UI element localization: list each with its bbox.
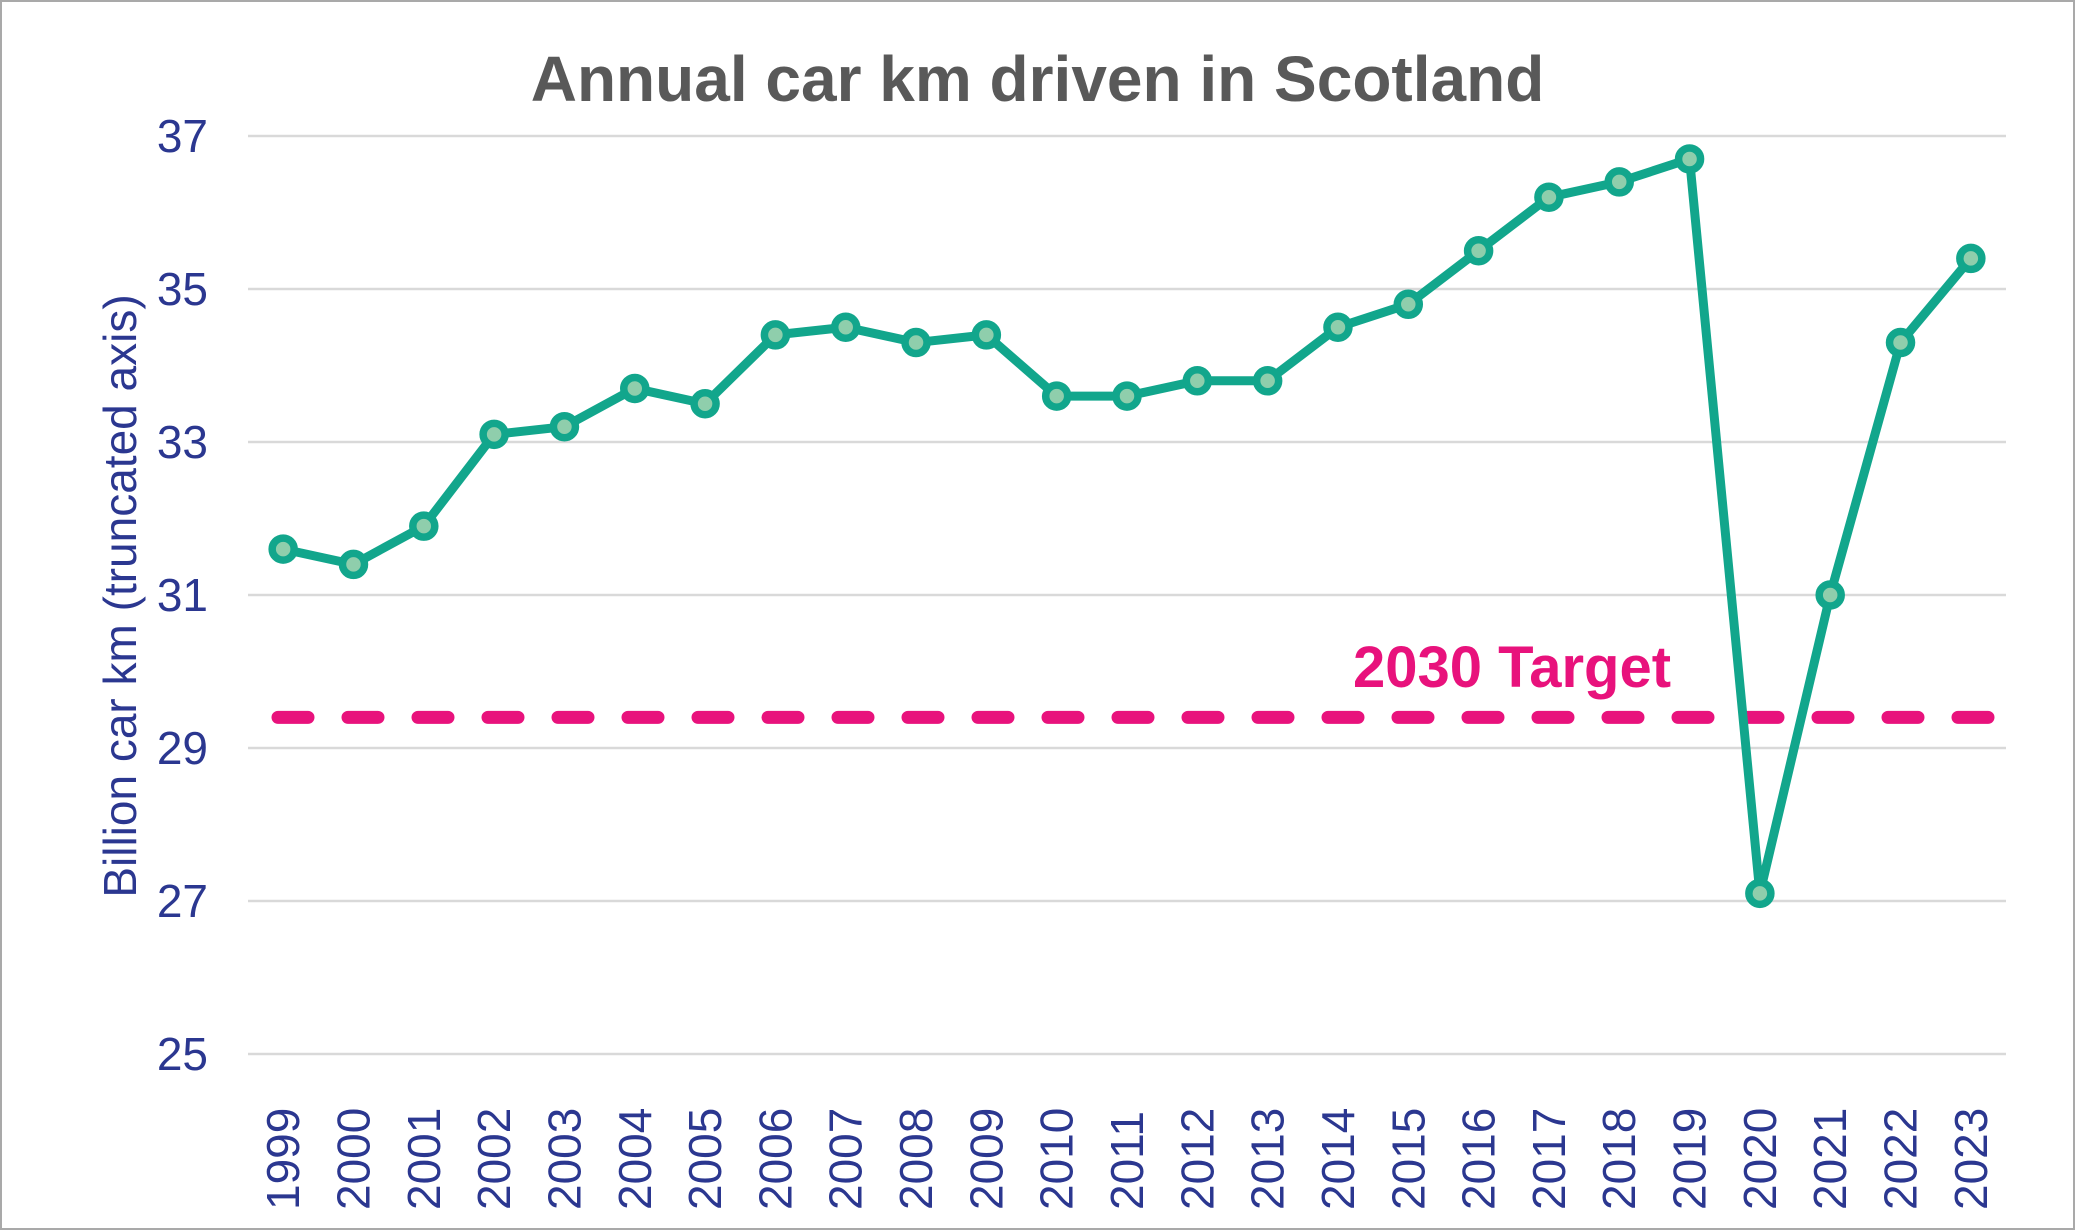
data-point-2014	[1323, 312, 1353, 342]
data-point-2013	[1252, 366, 1283, 396]
x-tick-label-2004: 2004	[609, 1108, 661, 1210]
data-point-2010	[1041, 381, 1072, 411]
y-tick-label-37: 37	[156, 110, 208, 162]
data-point-1999	[268, 534, 298, 564]
y-tick-label-25: 25	[156, 1028, 208, 1080]
data-point-2012	[1182, 366, 1213, 396]
data-point-2004	[620, 373, 650, 404]
x-axis-tick-labels: 1999 2000 2001 2002 2003 2004 2005 2006 2007 2008…	[257, 1108, 1997, 1210]
data-point-2005	[690, 389, 720, 419]
x-tick-label-2022: 2022	[1875, 1108, 1927, 1210]
data-point-2008	[901, 327, 931, 358]
data-point-2020	[1745, 878, 1775, 909]
x-tick-label-2015: 2015	[1382, 1108, 1434, 1210]
y-tick-label-31: 31	[156, 569, 208, 621]
data-point-2001	[409, 511, 439, 541]
x-tick-label-2020: 2020	[1734, 1108, 1786, 1210]
x-tick-label-2012: 2012	[1171, 1108, 1223, 1210]
x-tick-label-2005: 2005	[679, 1108, 731, 1210]
x-tick-label-2007: 2007	[820, 1108, 872, 1210]
x-tick-label-2010: 2010	[1031, 1108, 1083, 1210]
data-point-2016	[1463, 236, 1494, 266]
x-tick-label-2009: 2009	[960, 1108, 1012, 1210]
data-point-2009	[971, 320, 1002, 350]
x-tick-label-2017: 2017	[1523, 1108, 1575, 1210]
x-tick-label-2013: 2013	[1242, 1108, 1294, 1210]
chart-title: Annual car km driven in Scotland	[530, 43, 1545, 115]
data-point-2019	[1674, 144, 1705, 174]
x-tick-label-2016: 2016	[1453, 1108, 1505, 1210]
data-series	[268, 144, 1986, 909]
y-tick-label-33: 33	[156, 416, 208, 468]
y-tick-label-35: 35	[156, 263, 208, 315]
x-tick-label-2023: 2023	[1945, 1108, 1997, 1210]
data-point-2023	[1956, 243, 1986, 274]
data-point-2015	[1393, 289, 1424, 320]
data-point-2021	[1815, 580, 1845, 610]
x-tick-label-2002: 2002	[468, 1108, 520, 1210]
data-point-2002	[479, 419, 509, 450]
x-tick-label-2001: 2001	[398, 1108, 450, 1210]
x-tick-label-2021: 2021	[1804, 1108, 1856, 1210]
data-point-2011	[1112, 381, 1142, 411]
data-point-2017	[1534, 182, 1564, 212]
data-point-2000	[338, 549, 369, 580]
x-tick-label-2011: 2011	[1101, 1111, 1153, 1210]
y-tick-label-29: 29	[156, 722, 208, 774]
series-line	[278, 154, 1976, 898]
data-point-2006	[760, 320, 791, 350]
x-tick-label-2003: 2003	[538, 1108, 590, 1210]
data-point-2003	[549, 411, 580, 442]
target-line-label: 2030 Target	[1352, 635, 1672, 700]
x-tick-label-2008: 2008	[890, 1108, 942, 1210]
x-tick-label-2000: 2000	[327, 1108, 379, 1210]
x-tick-label-1999: 1999	[257, 1108, 309, 1210]
y-tick-label-27: 27	[156, 875, 208, 927]
data-point-2018	[1604, 167, 1634, 197]
x-tick-label-2014: 2014	[1312, 1108, 1364, 1210]
x-tick-label-2019: 2019	[1664, 1108, 1716, 1210]
data-point-2022	[1885, 327, 1916, 358]
x-tick-label-2006: 2006	[749, 1108, 801, 1210]
gridlines	[248, 134, 2006, 1056]
data-point-2007	[830, 312, 861, 342]
x-tick-label-2018: 2018	[1593, 1108, 1645, 1210]
